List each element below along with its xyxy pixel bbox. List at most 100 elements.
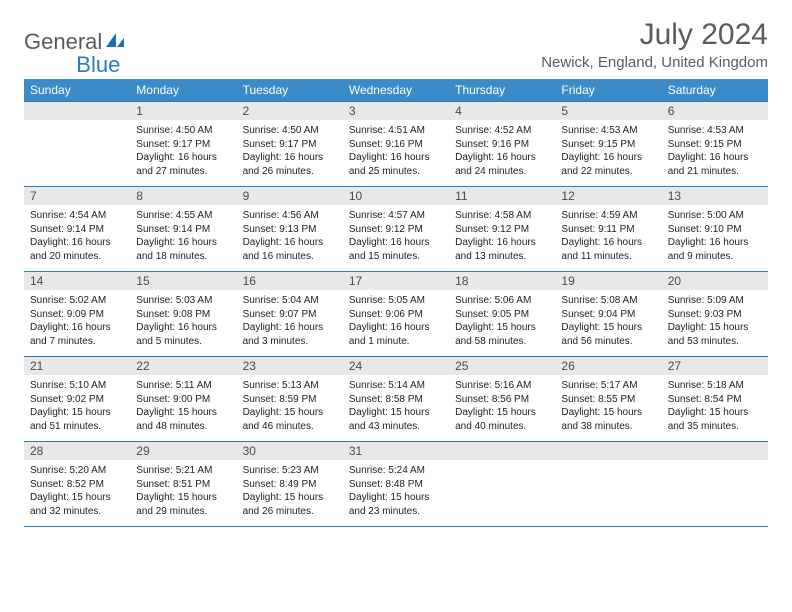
day-info: Sunrise: 4:58 AMSunset: 9:12 PMDaylight:… xyxy=(453,207,551,263)
day-info: Sunrise: 5:10 AMSunset: 9:02 PMDaylight:… xyxy=(28,377,126,433)
day-cell xyxy=(449,460,555,527)
day-cell: Sunrise: 5:23 AMSunset: 8:49 PMDaylight:… xyxy=(237,460,343,527)
logo-text-blue: Blue xyxy=(76,52,120,78)
day-number: 29 xyxy=(130,442,236,461)
day-number: 9 xyxy=(237,187,343,206)
day-cell: Sunrise: 5:24 AMSunset: 8:48 PMDaylight:… xyxy=(343,460,449,527)
day-info-row: Sunrise: 4:54 AMSunset: 9:14 PMDaylight:… xyxy=(24,205,768,272)
day-info-row: Sunrise: 4:50 AMSunset: 9:17 PMDaylight:… xyxy=(24,120,768,187)
day-number-row: 21222324252627 xyxy=(24,357,768,376)
day-info: Sunrise: 5:03 AMSunset: 9:08 PMDaylight:… xyxy=(134,292,232,348)
day-number: 22 xyxy=(130,357,236,376)
day-info: Sunrise: 4:53 AMSunset: 9:15 PMDaylight:… xyxy=(559,122,657,178)
weekday-header: Monday xyxy=(130,79,236,102)
day-number: 7 xyxy=(24,187,130,206)
day-info: Sunrise: 5:09 AMSunset: 9:03 PMDaylight:… xyxy=(666,292,764,348)
day-info: Sunrise: 5:17 AMSunset: 8:55 PMDaylight:… xyxy=(559,377,657,433)
day-cell: Sunrise: 5:02 AMSunset: 9:09 PMDaylight:… xyxy=(24,290,130,357)
day-number: 8 xyxy=(130,187,236,206)
day-cell: Sunrise: 4:51 AMSunset: 9:16 PMDaylight:… xyxy=(343,120,449,187)
day-number: 27 xyxy=(662,357,768,376)
day-info-row: Sunrise: 5:02 AMSunset: 9:09 PMDaylight:… xyxy=(24,290,768,357)
day-info: Sunrise: 5:06 AMSunset: 9:05 PMDaylight:… xyxy=(453,292,551,348)
day-number xyxy=(555,442,661,461)
day-number: 11 xyxy=(449,187,555,206)
calendar-table: SundayMondayTuesdayWednesdayThursdayFrid… xyxy=(24,79,768,527)
day-cell: Sunrise: 4:58 AMSunset: 9:12 PMDaylight:… xyxy=(449,205,555,272)
day-info: Sunrise: 5:13 AMSunset: 8:59 PMDaylight:… xyxy=(241,377,339,433)
day-info: Sunrise: 4:55 AMSunset: 9:14 PMDaylight:… xyxy=(134,207,232,263)
day-info: Sunrise: 5:05 AMSunset: 9:06 PMDaylight:… xyxy=(347,292,445,348)
day-cell: Sunrise: 4:50 AMSunset: 9:17 PMDaylight:… xyxy=(237,120,343,187)
day-number xyxy=(24,102,130,121)
day-number: 28 xyxy=(24,442,130,461)
day-info: Sunrise: 4:52 AMSunset: 9:16 PMDaylight:… xyxy=(453,122,551,178)
day-number: 31 xyxy=(343,442,449,461)
weekday-header: Thursday xyxy=(449,79,555,102)
day-cell xyxy=(555,460,661,527)
day-cell: Sunrise: 5:18 AMSunset: 8:54 PMDaylight:… xyxy=(662,375,768,442)
day-cell: Sunrise: 5:09 AMSunset: 9:03 PMDaylight:… xyxy=(662,290,768,357)
day-number-row: 123456 xyxy=(24,102,768,121)
day-cell: Sunrise: 4:56 AMSunset: 9:13 PMDaylight:… xyxy=(237,205,343,272)
title-block: July 2024 Newick, England, United Kingdo… xyxy=(541,18,768,71)
weekday-header-row: SundayMondayTuesdayWednesdayThursdayFrid… xyxy=(24,79,768,102)
day-cell: Sunrise: 5:10 AMSunset: 9:02 PMDaylight:… xyxy=(24,375,130,442)
calendar-body: 123456Sunrise: 4:50 AMSunset: 9:17 PMDay… xyxy=(24,102,768,527)
day-cell: Sunrise: 5:06 AMSunset: 9:05 PMDaylight:… xyxy=(449,290,555,357)
day-cell: Sunrise: 5:20 AMSunset: 8:52 PMDaylight:… xyxy=(24,460,130,527)
day-cell: Sunrise: 5:13 AMSunset: 8:59 PMDaylight:… xyxy=(237,375,343,442)
weekday-header: Sunday xyxy=(24,79,130,102)
day-number: 20 xyxy=(662,272,768,291)
day-number: 26 xyxy=(555,357,661,376)
day-cell: Sunrise: 5:04 AMSunset: 9:07 PMDaylight:… xyxy=(237,290,343,357)
day-number: 17 xyxy=(343,272,449,291)
day-cell: Sunrise: 5:16 AMSunset: 8:56 PMDaylight:… xyxy=(449,375,555,442)
day-number xyxy=(662,442,768,461)
day-cell: Sunrise: 4:52 AMSunset: 9:16 PMDaylight:… xyxy=(449,120,555,187)
day-cell: Sunrise: 4:55 AMSunset: 9:14 PMDaylight:… xyxy=(130,205,236,272)
day-info-row: Sunrise: 5:20 AMSunset: 8:52 PMDaylight:… xyxy=(24,460,768,527)
day-number: 14 xyxy=(24,272,130,291)
sail-icon xyxy=(104,31,126,54)
weekday-header: Tuesday xyxy=(237,79,343,102)
day-number: 25 xyxy=(449,357,555,376)
day-info: Sunrise: 5:08 AMSunset: 9:04 PMDaylight:… xyxy=(559,292,657,348)
day-info: Sunrise: 5:02 AMSunset: 9:09 PMDaylight:… xyxy=(28,292,126,348)
day-cell: Sunrise: 4:50 AMSunset: 9:17 PMDaylight:… xyxy=(130,120,236,187)
day-info: Sunrise: 5:11 AMSunset: 9:00 PMDaylight:… xyxy=(134,377,232,433)
day-info: Sunrise: 5:23 AMSunset: 8:49 PMDaylight:… xyxy=(241,462,339,518)
day-cell: Sunrise: 5:03 AMSunset: 9:08 PMDaylight:… xyxy=(130,290,236,357)
day-info: Sunrise: 5:24 AMSunset: 8:48 PMDaylight:… xyxy=(347,462,445,518)
day-info: Sunrise: 4:59 AMSunset: 9:11 PMDaylight:… xyxy=(559,207,657,263)
day-number: 18 xyxy=(449,272,555,291)
day-number: 1 xyxy=(130,102,236,121)
day-info: Sunrise: 4:54 AMSunset: 9:14 PMDaylight:… xyxy=(28,207,126,263)
day-info xyxy=(453,462,551,464)
day-number: 15 xyxy=(130,272,236,291)
day-info: Sunrise: 5:18 AMSunset: 8:54 PMDaylight:… xyxy=(666,377,764,433)
weekday-header: Wednesday xyxy=(343,79,449,102)
day-number: 2 xyxy=(237,102,343,121)
day-info: Sunrise: 5:04 AMSunset: 9:07 PMDaylight:… xyxy=(241,292,339,348)
day-cell: Sunrise: 5:17 AMSunset: 8:55 PMDaylight:… xyxy=(555,375,661,442)
day-cell xyxy=(24,120,130,187)
day-info xyxy=(28,122,126,124)
day-number: 5 xyxy=(555,102,661,121)
day-info: Sunrise: 5:20 AMSunset: 8:52 PMDaylight:… xyxy=(28,462,126,518)
day-cell: Sunrise: 5:21 AMSunset: 8:51 PMDaylight:… xyxy=(130,460,236,527)
day-number: 3 xyxy=(343,102,449,121)
weekday-header: Saturday xyxy=(662,79,768,102)
day-number: 24 xyxy=(343,357,449,376)
day-cell: Sunrise: 4:53 AMSunset: 9:15 PMDaylight:… xyxy=(662,120,768,187)
header: General Blue July 2024 Newick, England, … xyxy=(24,18,768,71)
day-number: 19 xyxy=(555,272,661,291)
day-cell: Sunrise: 4:54 AMSunset: 9:14 PMDaylight:… xyxy=(24,205,130,272)
day-number-row: 14151617181920 xyxy=(24,272,768,291)
page-title: July 2024 xyxy=(541,18,768,52)
day-cell: Sunrise: 5:14 AMSunset: 8:58 PMDaylight:… xyxy=(343,375,449,442)
day-info-row: Sunrise: 5:10 AMSunset: 9:02 PMDaylight:… xyxy=(24,375,768,442)
day-number: 10 xyxy=(343,187,449,206)
day-info: Sunrise: 5:21 AMSunset: 8:51 PMDaylight:… xyxy=(134,462,232,518)
day-info: Sunrise: 4:51 AMSunset: 9:16 PMDaylight:… xyxy=(347,122,445,178)
